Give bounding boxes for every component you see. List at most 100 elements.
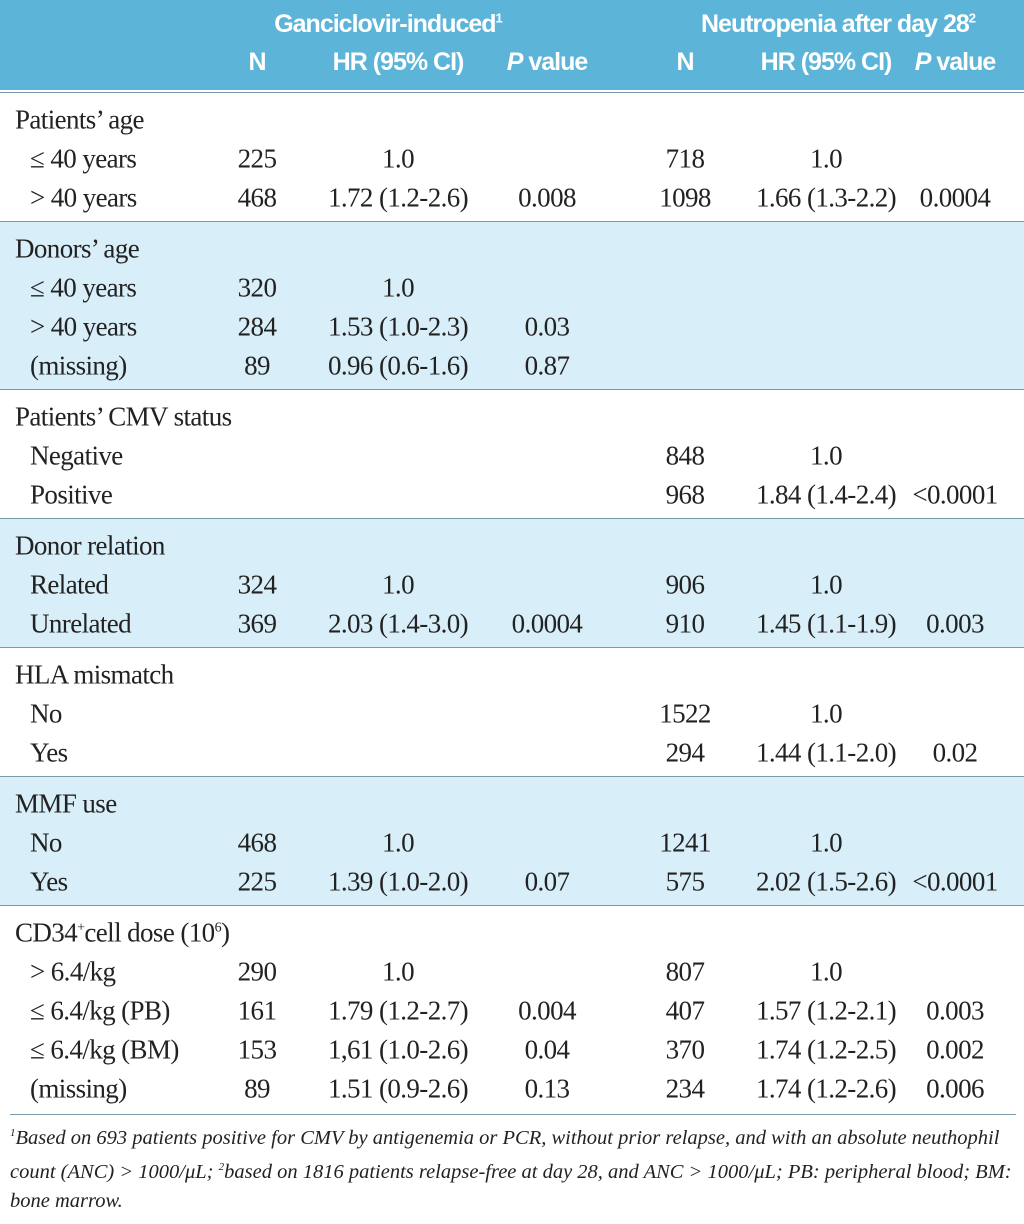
cell: 284: [237, 311, 277, 342]
cell: 468: [237, 182, 277, 213]
cell: 0.003: [926, 608, 984, 639]
row-group: [0, 518, 1024, 648]
text: Neutropenia after day 28: [701, 10, 970, 38]
cell: 153: [237, 1034, 277, 1065]
footnote: 1Based on 693 patients positive for CMV …: [10, 1114, 1016, 1216]
group-header: Ganciclovir-induced1: [274, 10, 503, 39]
cell: 1.0: [810, 440, 843, 471]
row-label: Related: [30, 569, 109, 600]
row-label: (missing): [30, 1073, 127, 1104]
row-label: Negative: [30, 440, 123, 471]
cell: 0.04: [524, 1034, 570, 1065]
cell: 1.53 (1.0-2.3): [327, 311, 469, 342]
text: HR (95% CI): [760, 48, 893, 76]
text: ): [220, 917, 230, 948]
column-header: HR (95% CI): [760, 48, 893, 77]
cell: 1522: [659, 698, 711, 729]
cell: 1.74 (1.2-2.5): [755, 1034, 897, 1065]
cell: 0.008: [518, 182, 576, 213]
cell: 370: [665, 1034, 705, 1065]
cell: 1.0: [382, 827, 415, 858]
cell: 1,61 (1.0-2.6): [327, 1034, 469, 1065]
cell: 0.002: [926, 1034, 984, 1065]
row-label: Unrelated: [30, 608, 132, 639]
row-group: [0, 647, 1024, 777]
cell: 1.51 (0.9-2.6): [327, 1073, 469, 1104]
cell: 0.07: [524, 866, 570, 897]
cell: 1.44 (1.1-2.0): [755, 737, 897, 768]
cell: 0.0004: [511, 608, 583, 639]
cell: 234: [665, 1073, 705, 1104]
cell: <0.0001: [912, 479, 998, 510]
cell: 718: [665, 143, 705, 174]
superscript: 6: [214, 920, 222, 936]
group-title: HLA mismatch: [15, 659, 174, 690]
group-title: Donor relation: [15, 530, 165, 561]
text: P: [506, 48, 524, 76]
cell: 225: [237, 866, 277, 897]
cell: 1.0: [382, 143, 415, 174]
cell: 1.72 (1.2-2.6): [327, 182, 469, 213]
text: P: [914, 48, 932, 76]
cell: 320: [237, 272, 277, 303]
text: value: [936, 48, 996, 76]
column-header: HR (95% CI): [332, 48, 465, 77]
column-header: N: [248, 48, 266, 77]
cell: 807: [665, 956, 705, 987]
group-title: Patients’ CMV status: [15, 401, 232, 432]
row-label: ≤ 40 years: [30, 143, 137, 174]
superscript: 2: [218, 1160, 225, 1173]
group-title: CD34+cell dose (106): [15, 917, 230, 949]
cell: 0.0004: [919, 182, 991, 213]
cell: 2.02 (1.5-2.6): [755, 866, 897, 897]
text: cell dose (10: [84, 917, 215, 948]
cell: 1098: [659, 182, 711, 213]
row-label: No: [30, 698, 62, 729]
cell: 1.0: [810, 956, 843, 987]
row-group: [0, 92, 1024, 222]
cell: 0.96 (0.6-1.6): [327, 350, 469, 381]
header: [0, 0, 1024, 90]
cell: 968: [665, 479, 705, 510]
cell: 2.03 (1.4-3.0): [327, 608, 469, 639]
cell: 89: [244, 350, 270, 381]
superscript: 1: [495, 10, 503, 26]
cell: 1.57 (1.2-2.1): [755, 995, 897, 1026]
cell: 1.0: [810, 143, 843, 174]
row-label: ≤ 6.4/kg (BM): [30, 1034, 179, 1065]
cell: 1.0: [810, 569, 843, 600]
cell: 0.13: [524, 1073, 570, 1104]
cell: 0.006: [926, 1073, 984, 1104]
cell: 89: [244, 1073, 270, 1104]
cell: 0.02: [932, 737, 978, 768]
row-label: (missing): [30, 350, 127, 381]
cell: 369: [237, 608, 277, 639]
cell: 294: [665, 737, 705, 768]
cell: 1.0: [382, 569, 415, 600]
text: Ganciclovir-induced: [274, 10, 496, 38]
row-group: [0, 776, 1024, 906]
column-header: N: [676, 48, 694, 77]
cell: 1.74 (1.2-2.6): [755, 1073, 897, 1104]
cell: 848: [665, 440, 705, 471]
group-header: Neutropenia after day 282: [701, 10, 976, 39]
text: based on 1816 patients relapse-free at d…: [10, 1160, 1012, 1212]
group-title: Patients’ age: [15, 104, 145, 135]
row-label: > 40 years: [30, 182, 137, 213]
row-label: ≤ 40 years: [30, 272, 137, 303]
cell: 1.0: [382, 272, 415, 303]
cell: 910: [665, 608, 705, 639]
group-title: MMF use: [15, 788, 117, 819]
cell: 0.87: [524, 350, 570, 381]
cell: 1241: [659, 827, 711, 858]
cell: 1.79 (1.2-2.7): [327, 995, 469, 1026]
text: value: [528, 48, 588, 76]
superscript: 1: [10, 1127, 16, 1139]
text: HR (95% CI): [332, 48, 465, 76]
cell: 1.0: [810, 698, 843, 729]
cell: 0.004: [518, 995, 576, 1026]
cell: 1.84 (1.4-2.4): [755, 479, 897, 510]
